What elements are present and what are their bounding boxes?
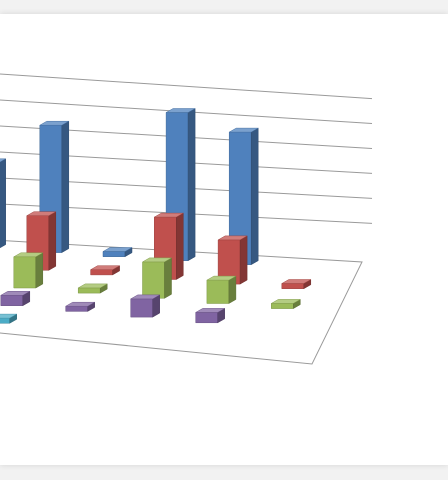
bar-top-face — [141, 257, 173, 263]
bar-top-face — [205, 275, 237, 281]
bar-side-face — [187, 108, 196, 262]
bar-top-face — [102, 247, 133, 252]
bar-front-face — [142, 261, 165, 299]
bar-top-face — [129, 294, 161, 300]
bar — [64, 301, 96, 312]
bar — [141, 257, 173, 299]
bar — [270, 298, 302, 310]
bar-front-face — [271, 303, 294, 309]
bar — [0, 313, 18, 324]
bar-top-face — [194, 308, 226, 313]
bar — [89, 265, 121, 276]
bar-top-face — [77, 283, 109, 289]
bar-top-face — [38, 120, 70, 126]
bar-front-face — [281, 283, 305, 289]
bar — [280, 279, 312, 290]
bar-top-face — [228, 127, 260, 133]
bar-side-face — [61, 120, 70, 254]
gridline — [0, 73, 373, 100]
bar-top-face — [165, 108, 197, 113]
bar-front-face — [13, 256, 37, 289]
bar-side-face — [164, 257, 172, 299]
bar — [217, 235, 249, 285]
bar-top-face — [0, 291, 31, 296]
bar — [77, 283, 109, 294]
bar-front-face — [206, 279, 230, 304]
bar-side-face — [48, 211, 57, 271]
bar-side-face — [239, 235, 248, 285]
chart-bars — [0, 108, 312, 324]
bar-side-face — [176, 212, 184, 280]
bar-front-face — [90, 269, 113, 276]
bar — [129, 294, 161, 318]
bar-front-face — [77, 287, 101, 294]
bar — [228, 127, 260, 266]
bar-top-face — [0, 313, 18, 319]
bar — [0, 290, 31, 307]
bar-front-face — [130, 298, 153, 318]
bar-top-face — [280, 279, 312, 284]
bar-side-face — [250, 127, 259, 266]
bar-front-face — [0, 317, 10, 324]
bar-front-face — [102, 251, 126, 257]
bar-top-face — [270, 299, 302, 304]
bar-top-face — [25, 211, 57, 216]
bar-top-face — [12, 252, 44, 258]
bar-front-face — [195, 312, 218, 324]
bar-top-face — [153, 212, 185, 218]
bar-top-face — [0, 158, 7, 163]
bar-side-face — [228, 275, 237, 304]
bar-top-face — [217, 235, 249, 241]
bar — [102, 247, 133, 258]
bar-front-face — [0, 295, 24, 306]
bar-side-face — [0, 158, 6, 249]
bar — [0, 158, 7, 249]
bar-top-face — [64, 301, 96, 307]
bar — [205, 275, 237, 304]
bar — [12, 252, 44, 289]
bar-front-face — [65, 305, 88, 312]
bar-top-face — [89, 265, 121, 270]
bar — [194, 307, 226, 324]
bar-side-face — [35, 252, 44, 289]
